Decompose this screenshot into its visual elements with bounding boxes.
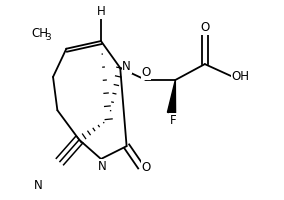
Text: O: O: [142, 161, 151, 174]
Text: CH: CH: [32, 27, 49, 40]
Polygon shape: [167, 80, 176, 113]
Text: N: N: [98, 160, 106, 173]
Text: H: H: [97, 5, 105, 18]
Text: F: F: [170, 114, 176, 127]
Text: N: N: [122, 60, 131, 73]
Text: O: O: [141, 66, 151, 79]
Text: N: N: [34, 179, 43, 192]
Text: 3: 3: [46, 33, 51, 42]
Text: OH: OH: [232, 70, 250, 83]
Text: O: O: [200, 21, 209, 34]
